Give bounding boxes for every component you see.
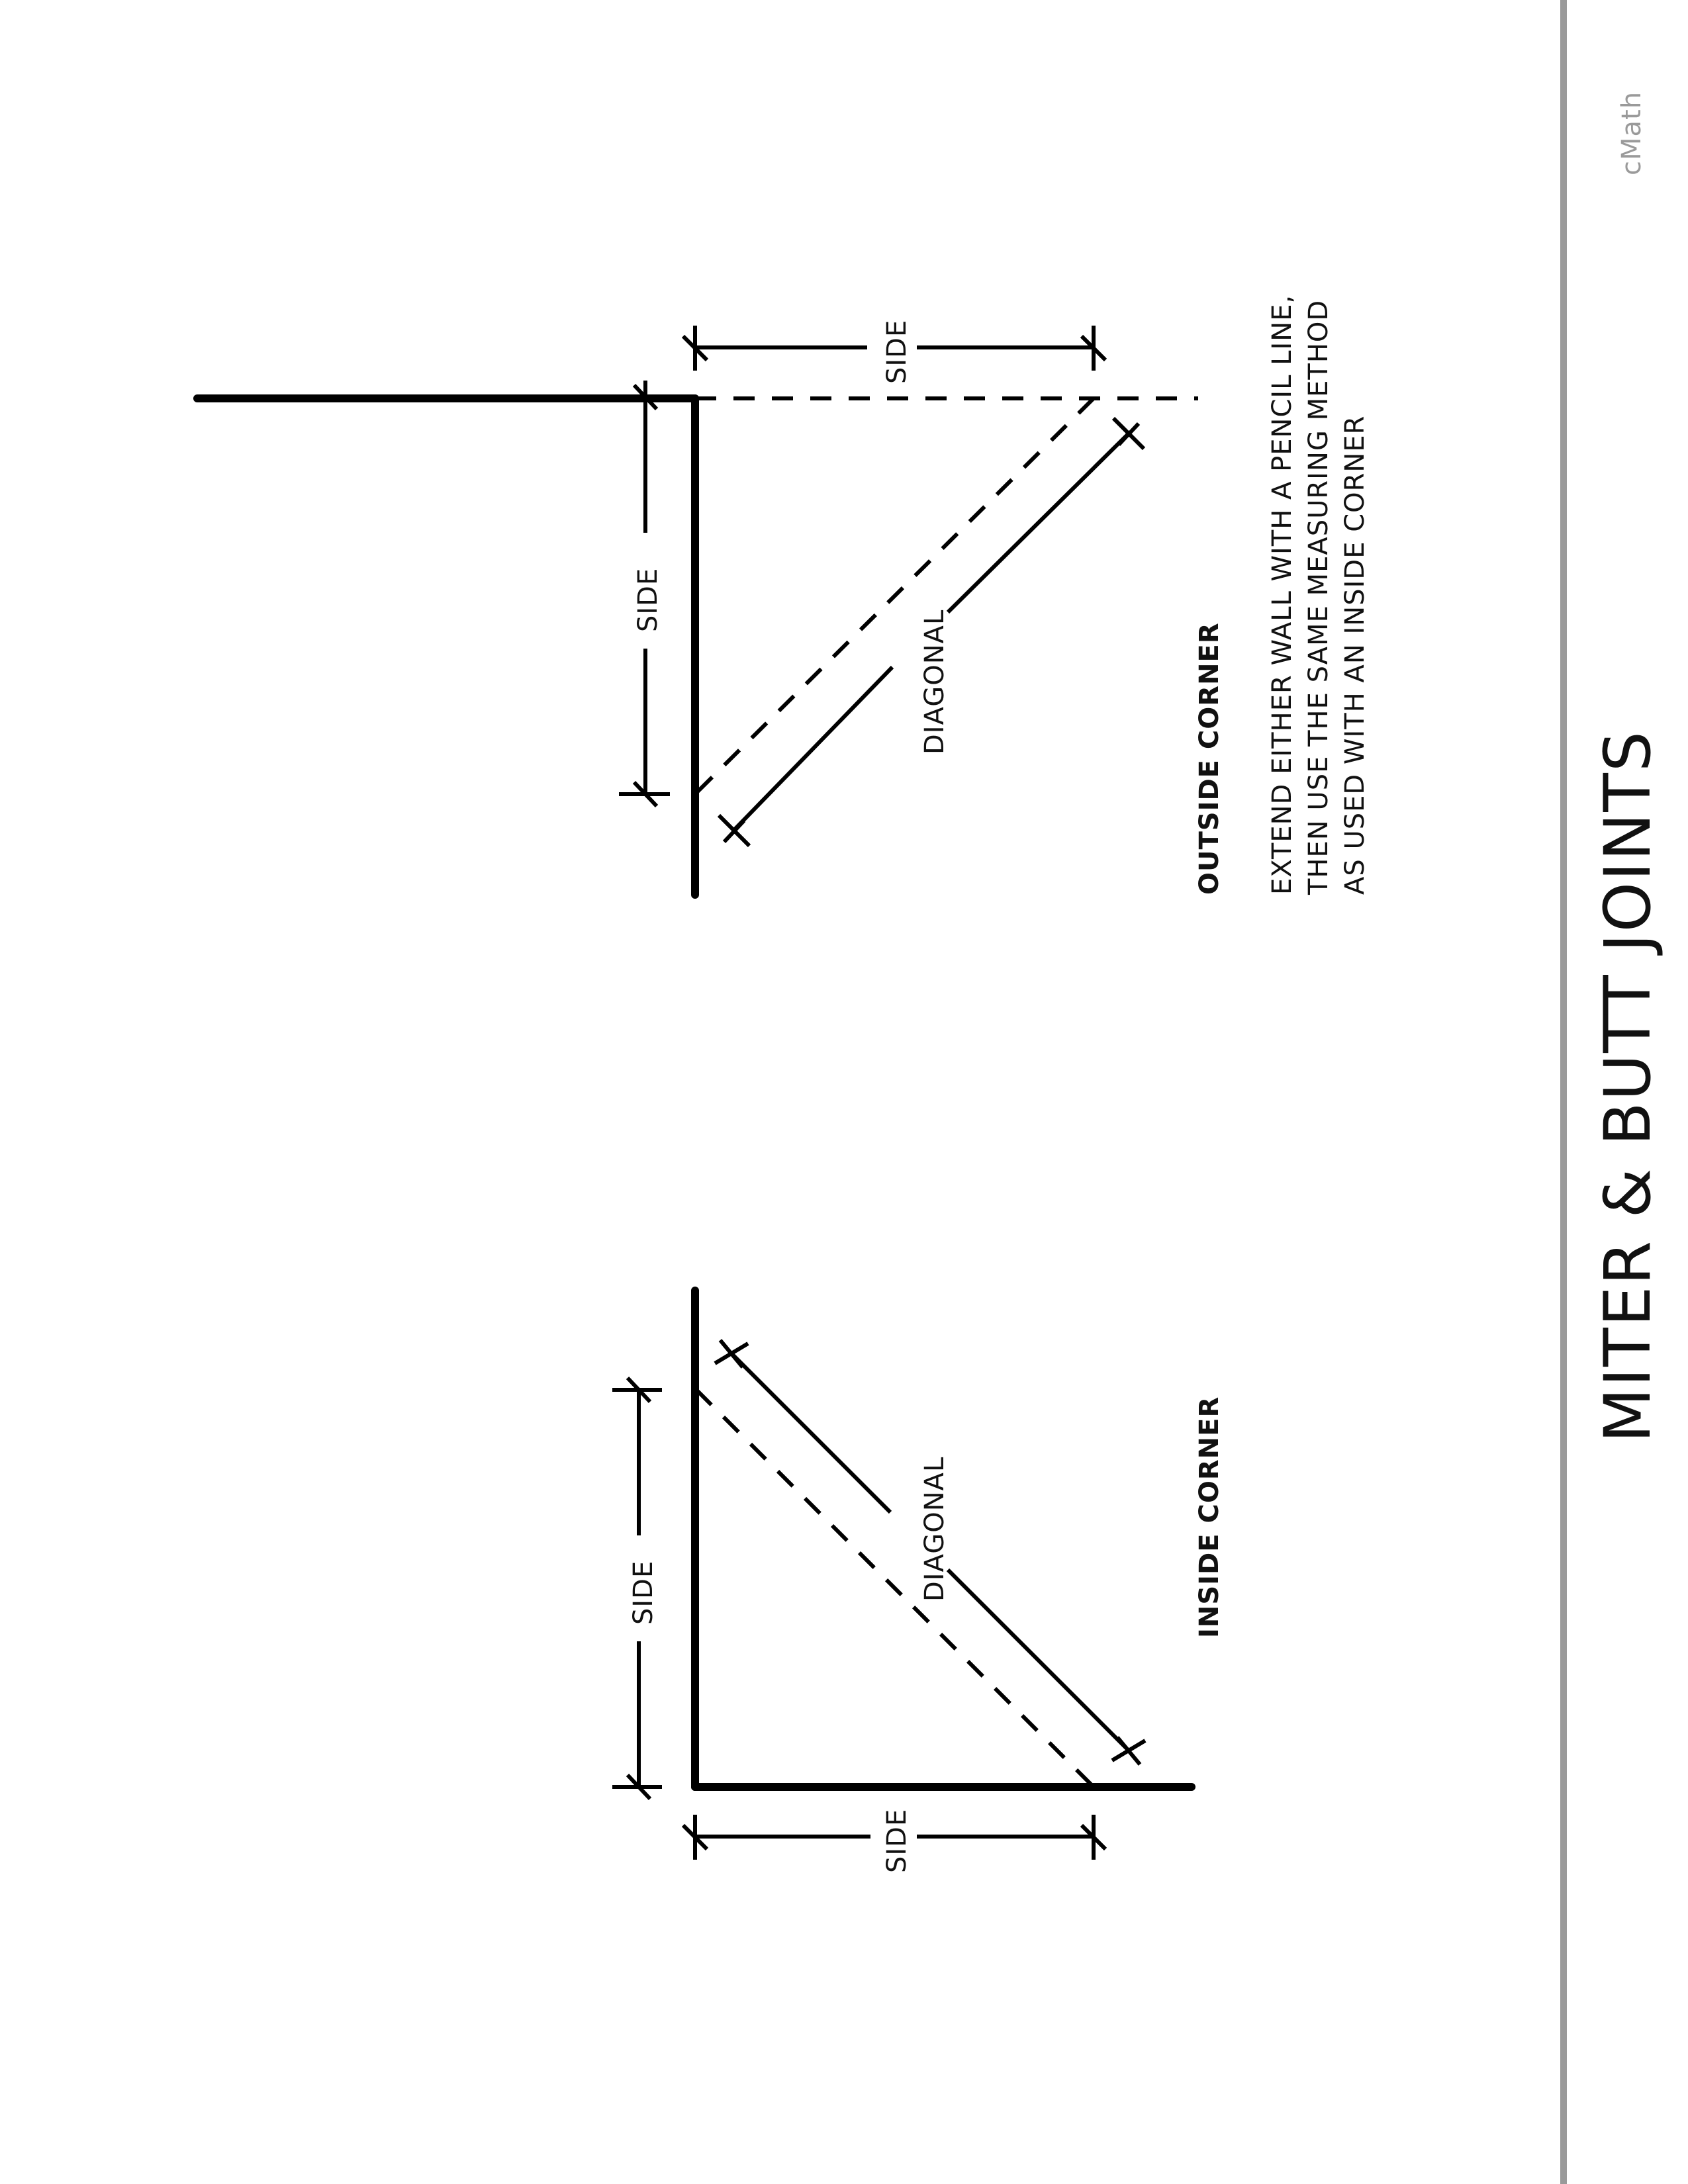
inside-bottom-tick-right-cross	[1080, 1823, 1107, 1851]
inside-diagonal-tick-bottom-cross	[1115, 1736, 1142, 1766]
outside-diagonal-tick-top-cross	[1117, 422, 1141, 447]
inside-diagonal-label: DIAGONAL	[919, 1457, 950, 1602]
outside-top-tick-right-cross	[1080, 334, 1107, 362]
inside-bottom-tick-left-cross	[681, 1823, 709, 1851]
outside-note-line-2: THEN USE THE SAME MEASURING METHOD	[1303, 300, 1334, 895]
inside-diagonal-line-a	[729, 1351, 892, 1514]
outside-side-label-vertical: SIDE	[633, 568, 663, 632]
outside-corner-heading: OUTSIDE CORNER	[1194, 622, 1225, 895]
inside-side-label-horizontal: SIDE	[882, 1809, 912, 1873]
outside-corner-diagram: SIDE SIDE DIAGONAL	[193, 320, 1198, 899]
outside-dashed-cut-line	[694, 396, 1096, 795]
outside-diagonal-line-a	[946, 432, 1131, 614]
inside-side-label-vertical: SIDE	[628, 1561, 659, 1625]
inside-corner-heading: INSIDE CORNER	[1194, 1396, 1225, 1638]
inside-side-tick-top-cross	[626, 1376, 652, 1404]
outside-side-label-horizontal: SIDE	[882, 320, 912, 384]
page-title: MITER & BUTT JOINTS	[1591, 730, 1665, 1443]
outside-note-line-1: EXTEND EITHER WALL WITH A PENCIL LINE,	[1267, 295, 1297, 895]
inside-diagonal-line-b	[946, 1568, 1131, 1752]
outside-side-tick-bottom-cross	[632, 780, 659, 808]
inside-dashed-cut-line	[694, 1388, 1094, 1788]
outside-diagonal-tick-bottom-cross	[722, 819, 746, 844]
inside-corner-diagram: SIDE SIDE DIAGONAL	[612, 1287, 1196, 1873]
outside-top-tick-left-cross	[681, 334, 709, 362]
outside-diagonal-label: DIAGONAL	[919, 610, 950, 754]
inside-diagonal-tick-top-cross	[718, 1339, 745, 1369]
brand-label: cMath	[1617, 91, 1647, 175]
outside-note-line-3: AS USED WITH AN INSIDE CORNER	[1340, 416, 1370, 895]
outside-diagonal-line-b	[731, 665, 894, 833]
inside-side-tick-bottom-cross	[626, 1773, 652, 1801]
